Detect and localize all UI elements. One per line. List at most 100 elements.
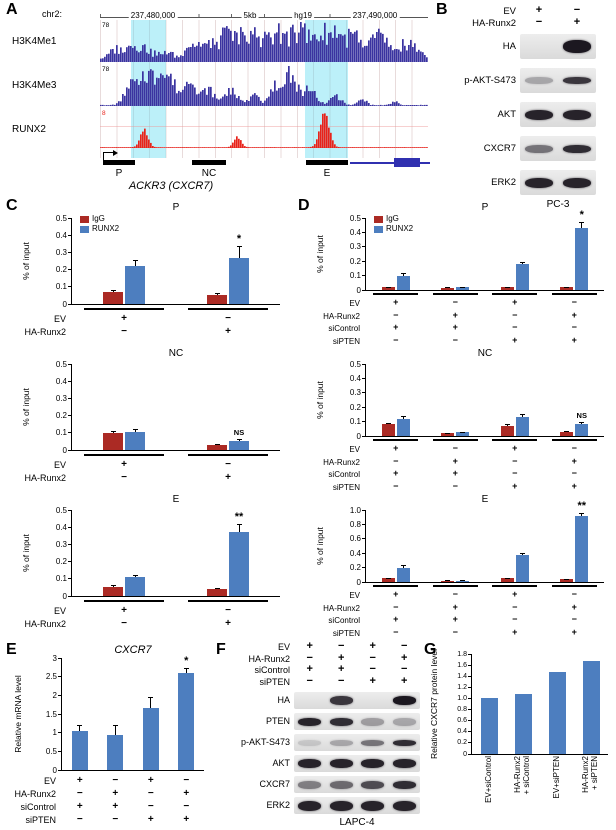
condition-value: + — [112, 801, 119, 812]
error-bar-cap — [504, 286, 510, 288]
y-tick-mark — [68, 432, 72, 434]
condition-value: − — [512, 309, 518, 320]
y-tick-mark — [68, 251, 72, 253]
error-bar-cap — [385, 577, 391, 579]
error-bar-cap — [564, 578, 570, 580]
error-bar — [581, 221, 583, 229]
error-bar-cap — [132, 260, 138, 262]
blot-band — [361, 780, 385, 789]
y-tick-label: 0.5 — [349, 359, 361, 369]
y-tick-mark — [58, 732, 62, 734]
condition-value: + — [393, 322, 399, 332]
y-tick-label: 0.2 — [349, 563, 361, 573]
condition-value: − — [338, 674, 345, 687]
condition-value: + — [147, 814, 154, 825]
group-bracket — [432, 439, 478, 441]
condition-value: − — [452, 443, 458, 453]
condition-value: − — [571, 614, 577, 624]
x-axis-category-label: EV+siControl — [484, 756, 495, 826]
panel-c-label: C — [6, 197, 18, 214]
condition-label: HA-Runx2 — [14, 789, 56, 799]
blot-band — [525, 109, 553, 120]
blot-band — [329, 739, 353, 746]
blot-band — [298, 780, 322, 789]
y-tick-mark — [362, 275, 366, 277]
chart-chip-c-p: P % of input 0 0.1 0.2 0.3 0.4 0.5 * EV + − HA-Runx2… — [10, 202, 296, 348]
bar-IgG — [103, 432, 123, 450]
region-bar-nc — [192, 160, 226, 165]
blot-lane-box — [294, 713, 420, 730]
bar-IgG — [441, 580, 455, 582]
blot-band — [361, 717, 385, 726]
blot-band — [329, 759, 353, 768]
y-tick-label: 0 — [463, 750, 467, 758]
condition-label: siControl — [328, 470, 360, 479]
condition-value: − — [369, 663, 376, 675]
error-bar-cap — [564, 430, 570, 432]
y-tick-label: 0.1 — [349, 417, 361, 427]
blot-band — [563, 109, 591, 120]
condition-value: − — [512, 468, 518, 478]
chart-title: E — [172, 494, 180, 505]
bar-RUNX2 — [125, 266, 145, 304]
y-tick-label: 0.1 — [55, 574, 67, 584]
y-tick-label: 0.2 — [349, 402, 361, 412]
group-bracket — [373, 585, 419, 587]
bar-IgG — [500, 287, 514, 290]
bar-IgG — [441, 433, 455, 436]
y-tick-mark — [58, 676, 62, 678]
y-tick-label: 0 — [62, 299, 67, 309]
panel-a-genome-browser: A chr2: 237,480,000 5kb hg19 237,490,000… — [6, 2, 434, 198]
track-label-h3k4me3: H3K4Me3 — [12, 80, 57, 91]
condition-value: + — [112, 788, 119, 799]
error-bar-cap — [236, 245, 242, 247]
chromosome-label: chr2: — [42, 9, 63, 19]
condition-value: + — [571, 480, 577, 491]
y-tick-label: 0.2 — [55, 265, 67, 275]
condition-value: + — [393, 443, 399, 453]
y-tick-label: 0.1 — [55, 428, 67, 438]
y-tick-label: 0.2 — [349, 256, 361, 266]
gene-name-label: ACKR3 (CXCR7) — [128, 180, 214, 192]
condition-value: + — [452, 614, 458, 624]
error-bar-cap — [519, 553, 525, 555]
legend-swatch — [374, 225, 383, 233]
blot-band — [563, 177, 591, 188]
y-tick-mark — [362, 260, 366, 262]
condition-value: + — [452, 468, 458, 478]
y-tick-label: 0.8 — [349, 519, 361, 529]
error-bar-cap — [214, 443, 220, 445]
condition-value: + — [393, 468, 399, 478]
plot-area — [71, 510, 280, 597]
bar-RUNX2 — [125, 577, 145, 596]
condition-value: − — [183, 775, 190, 786]
y-tick-label: 0.5 — [349, 213, 361, 223]
y-tick-mark — [468, 709, 472, 711]
y-tick-mark — [468, 664, 472, 666]
condition-value: + — [225, 326, 231, 337]
condition-label: EV — [349, 445, 360, 454]
cell-line-label: LAPC-4 — [339, 817, 375, 828]
group-bracket — [551, 585, 597, 587]
x-axis-label-line: + siPTEN — [590, 756, 599, 791]
y-tick-mark — [362, 552, 366, 554]
x-axis-label-line: EV+siControl — [483, 756, 493, 803]
blot-target-label: AKT — [272, 758, 290, 768]
condition-value: + — [452, 309, 458, 320]
y-tick-label: 0 — [62, 445, 67, 455]
y-tick-label: 0.1 — [349, 271, 361, 281]
condition-label: HA-Runx2 — [323, 603, 360, 613]
y-tick-mark — [362, 435, 366, 437]
condition-value: + — [369, 674, 376, 687]
y-tick-mark — [362, 509, 366, 511]
error-bar — [112, 584, 114, 588]
blot-target-label: HA — [502, 41, 516, 52]
condition-value: + — [121, 605, 127, 616]
significance-marker: * — [579, 208, 584, 221]
condition-value: − — [571, 322, 577, 332]
condition-value: + — [225, 618, 231, 629]
bar-IgG — [381, 578, 395, 582]
y-tick-mark — [68, 286, 72, 288]
region-bar-p — [103, 160, 135, 165]
